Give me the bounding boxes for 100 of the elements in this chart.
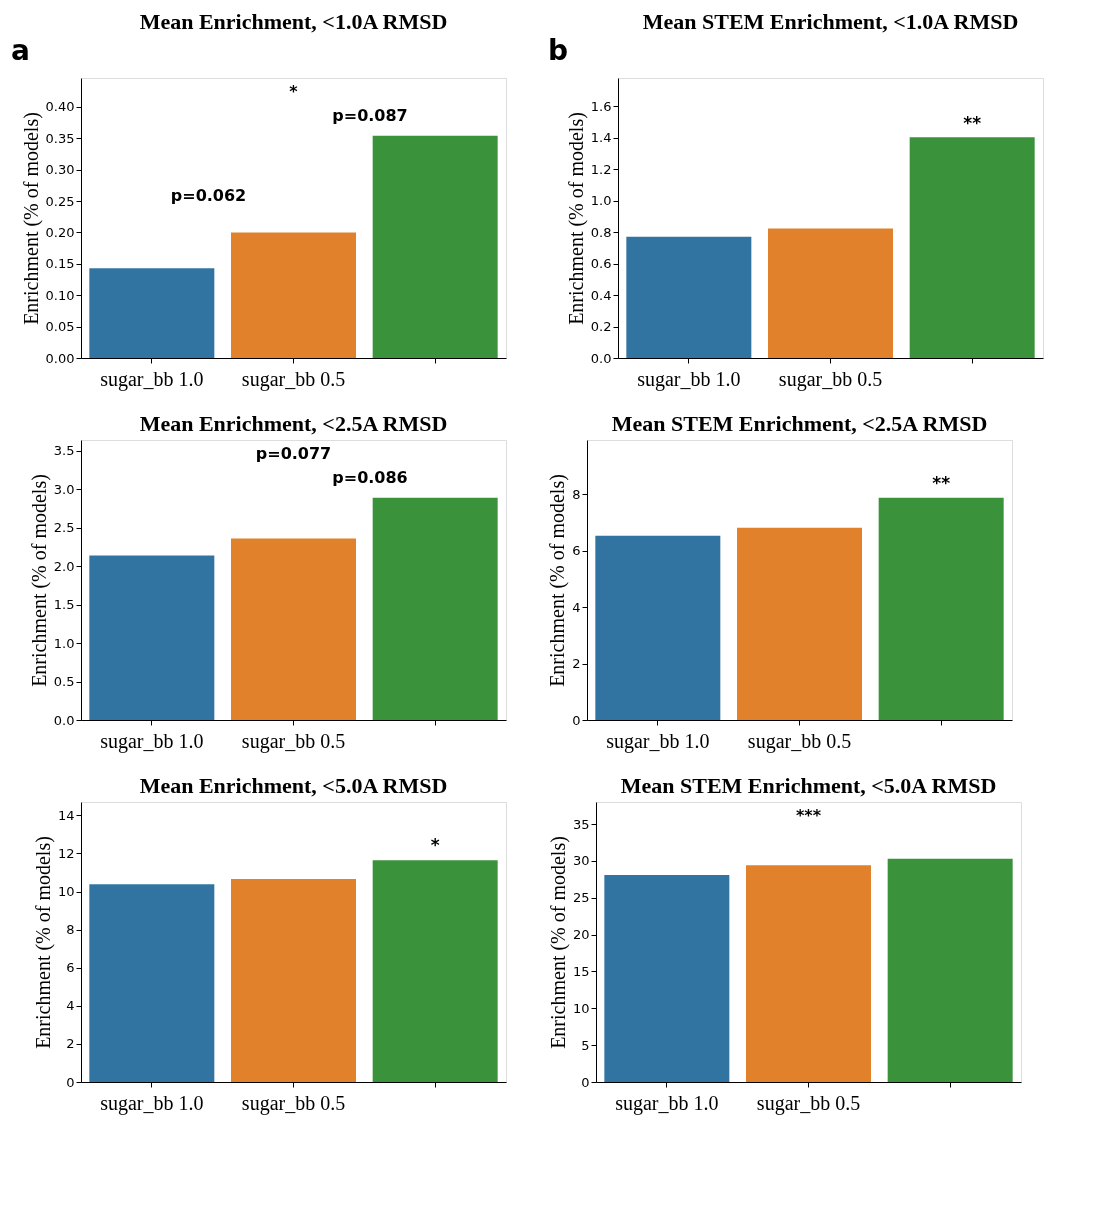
y-tick-label: 3.0 [53,481,75,497]
bar [909,137,1035,358]
y-tick-label: 0.5 [53,674,75,690]
x-tick-label: sugar_bb 1.0 [615,1091,719,1115]
y-tick-label: 12 [57,845,75,861]
x-tick-label: sugar_bb 1.0 [606,729,710,753]
annotation: ** [963,113,982,134]
y-tick-label: 3.5 [53,443,75,459]
y-tick-label: 4 [66,998,75,1014]
y-tick-label: 6 [66,960,75,976]
y-tick-label: 1.0 [53,635,75,651]
y-tick-label: 2 [572,656,581,672]
x-tick-label: sugar_bb 0.5 [241,1091,346,1115]
y-tick-label: 1.2 [590,161,612,177]
bar [231,538,356,720]
y-tick-label: 0.10 [45,287,75,303]
y-tick-label: 0 [572,712,581,728]
x-tick-label: sugar_bb 1.0 [100,729,204,753]
bar [768,228,893,358]
bar [231,878,356,1082]
y-tick-label: 0.00 [45,350,75,366]
chart-title: Mean Enrichment, <5.0A RMSD [139,773,448,798]
y-axis-title: Enrichment (% of models) [19,112,43,325]
bar [89,555,215,720]
y-tick-label: 0 [66,1074,75,1090]
bar [231,232,356,358]
x-tick-label: sugar_bb 0.5 [241,729,346,753]
y-tick-label: 1.5 [53,597,75,613]
y-tick-label: 0.6 [590,256,612,272]
chart-title: Mean Enrichment, <2.5A RMSD [139,411,448,436]
y-tick-label: 0.35 [45,130,75,146]
y-tick-label: 30 [572,853,590,869]
y-tick-label: 20 [572,927,590,943]
x-tick-label: sugar_bb 1.0 [100,1091,204,1115]
y-tick-label: 0.05 [45,319,75,335]
text: b [548,34,569,67]
bar [372,497,498,720]
y-tick-label: 25 [572,890,590,906]
y-axis-title: Enrichment (% of models) [564,112,588,325]
chart-title: Mean STEM Enrichment, <5.0A RMSD [620,773,997,798]
annotation: p=0.087 [332,106,408,125]
bar [89,268,215,358]
annotation: p=0.062 [170,186,247,205]
y-tick-label: 1.4 [590,130,612,146]
y-tick-label: 10 [572,1000,590,1016]
annotation: p=0.077 [255,444,332,463]
y-tick-label: 0.2 [590,319,612,335]
y-tick-label: 1.0 [590,193,612,209]
bar [737,527,862,720]
y-tick-label: 14 [57,807,75,823]
bar [887,858,1013,1082]
y-tick-label: 2.0 [53,558,75,574]
y-tick-label: 5 [581,1037,590,1053]
y-axis-title: Enrichment (% of models) [546,474,570,687]
y-tick-label: 0.15 [45,256,75,272]
bar [89,884,215,1082]
bar [372,135,498,358]
y-tick-label: 0.0 [590,350,612,366]
bar [878,497,1004,720]
y-axis-title: Enrichment (% of models) [27,474,51,687]
y-tick-label: 0.20 [45,224,75,240]
x-tick-label: sugar_bb 0.5 [756,1091,861,1115]
y-tick-label: 2 [66,1036,75,1052]
bar [746,865,871,1082]
y-tick-label: 0.8 [590,224,612,240]
bar [604,874,730,1082]
text: a [11,34,30,67]
annotation: * [430,835,440,856]
x-tick-label: sugar_bb 0.5 [747,729,852,753]
annotation: *** [795,806,822,825]
x-tick-label: sugar_bb 1.0 [637,367,741,391]
y-tick-label: 2.5 [53,520,75,536]
y-tick-label: 0.30 [45,162,75,178]
bar [595,535,721,720]
annotation: * [289,82,299,101]
x-tick-label: sugar_bb 0.5 [241,367,346,391]
x-tick-label: sugar_bb 0.5 [778,367,883,391]
chart-title: Mean STEM Enrichment, <1.0A RMSD [642,9,1019,34]
y-tick-label: 0.4 [590,287,612,303]
y-tick-label: 8 [572,486,581,502]
bar [626,236,752,358]
annotation: ** [932,473,951,494]
y-axis-title: Enrichment (% of models) [31,836,55,1049]
x-tick-label: sugar_bb 1.0 [100,367,204,391]
y-tick-label: 35 [572,816,590,832]
y-tick-label: 4 [572,599,581,615]
chart-title: Mean Enrichment, <1.0A RMSD [139,9,448,34]
y-tick-label: 0.40 [45,99,75,115]
y-axis-title: Enrichment (% of models) [546,836,570,1049]
y-tick-label: 15 [572,963,590,979]
y-tick-label: 0 [581,1074,590,1090]
bar [372,860,498,1082]
chart-title: Mean STEM Enrichment, <2.5A RMSD [611,411,988,436]
annotation: p=0.086 [332,468,408,487]
y-tick-label: 0.25 [45,193,75,209]
y-tick-label: 8 [66,922,75,938]
y-tick-label: 6 [572,543,581,559]
y-tick-label: 10 [57,884,75,900]
y-tick-label: 0.0 [53,712,75,728]
y-tick-label: 1.6 [590,98,612,114]
